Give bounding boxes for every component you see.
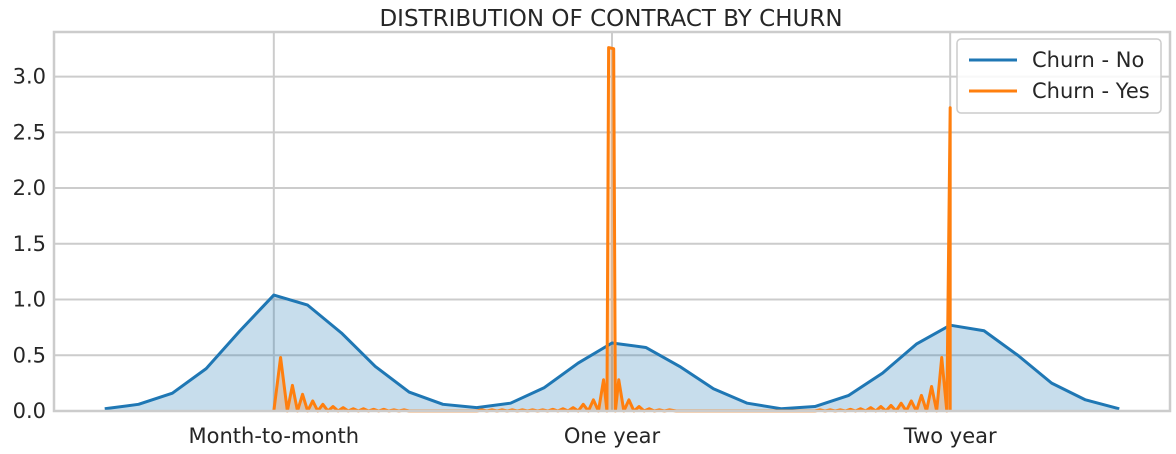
- legend-label-1: Churn - No: [1032, 48, 1144, 72]
- plot-frame: [52, 30, 1172, 413]
- x-tick-label: Month-to-month: [189, 424, 360, 448]
- y-tick-label: 3.0: [13, 65, 46, 89]
- series-area-2: [273, 47, 951, 412]
- chart-title: DISTRIBUTION OF CONTRACT BY CHURN: [379, 6, 842, 32]
- y-tick-label: 0.0: [13, 399, 46, 423]
- y-tick-label: 2.0: [13, 176, 46, 200]
- y-tick-label: 1.0: [13, 288, 46, 312]
- legend-label-2: Churn - Yes: [1032, 79, 1150, 103]
- x-tick-label: Two year: [903, 424, 997, 448]
- x-tick-label: One year: [564, 424, 661, 448]
- y-tick-label: 1.5: [13, 232, 46, 256]
- plot-border: [52, 30, 1172, 413]
- legend-box: [956, 38, 1162, 114]
- y-tick-label: 2.5: [13, 120, 46, 144]
- y-axis-ticks: 0.0 0.5 1.0 1.5 2.0 2.5 3.0: [13, 65, 46, 423]
- y-tick-label: 0.5: [13, 343, 46, 367]
- series-fills: [104, 47, 1120, 412]
- series-area-1: [104, 295, 1120, 411]
- legend: Churn - No Churn - Yes: [956, 38, 1162, 114]
- grid-lines: [54, 32, 1170, 412]
- x-axis-ticks: Month-to-month One year Two year: [189, 424, 997, 448]
